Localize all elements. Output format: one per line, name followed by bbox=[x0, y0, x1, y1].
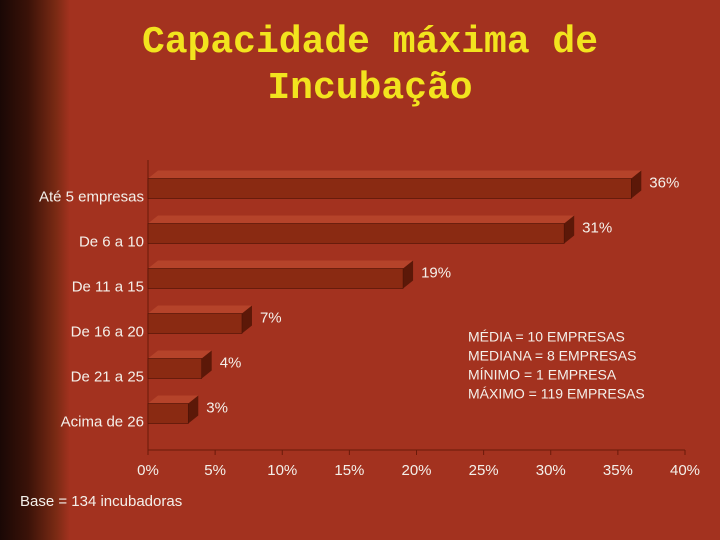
bar bbox=[147, 223, 565, 244]
bar-top bbox=[148, 350, 212, 359]
x-tick-label: 25% bbox=[469, 462, 499, 479]
bar-top bbox=[148, 170, 642, 179]
data-label: 19% bbox=[421, 264, 451, 281]
chart-title: Capacidade máxima de Incubação bbox=[141, 21, 599, 110]
bar-side bbox=[188, 395, 199, 424]
annotation: MÉDIA = 10 EMPRESAS bbox=[468, 329, 625, 345]
bar bbox=[147, 268, 404, 289]
bar bbox=[147, 313, 243, 334]
data-label: 31% bbox=[582, 219, 612, 236]
y-tick-label: De 21 a 25 bbox=[71, 368, 144, 385]
y-tick-label: Até 5 empresas bbox=[39, 188, 144, 205]
bar-top bbox=[148, 215, 575, 224]
bar-side bbox=[564, 215, 575, 244]
x-tick-label: 15% bbox=[334, 462, 364, 479]
y-tick-label: Acima de 26 bbox=[61, 413, 144, 430]
x-tick-label: 0% bbox=[137, 462, 159, 479]
bar-top bbox=[148, 395, 199, 404]
bar-top bbox=[148, 305, 252, 314]
annotation: MEDIANA = 8 EMPRESAS bbox=[468, 348, 636, 364]
x-tick-label: 35% bbox=[603, 462, 633, 479]
footnote: Base = 134 incubadoras bbox=[20, 493, 182, 510]
x-tick-label: 10% bbox=[267, 462, 297, 479]
y-tick-label: De 16 a 20 bbox=[71, 323, 144, 340]
bar-side bbox=[631, 170, 642, 199]
data-label: 4% bbox=[220, 354, 242, 371]
bar bbox=[147, 403, 189, 424]
annotation: MÁXIMO = 119 EMPRESAS bbox=[468, 386, 645, 402]
bar-side bbox=[241, 305, 252, 334]
x-tick-label: 30% bbox=[536, 462, 566, 479]
bar-top bbox=[148, 260, 414, 269]
y-tick-label: De 6 a 10 bbox=[79, 233, 144, 250]
data-label: 36% bbox=[649, 174, 679, 191]
data-label: 7% bbox=[260, 309, 282, 326]
background-image bbox=[0, 0, 70, 540]
bar-side bbox=[403, 260, 414, 289]
annotation: MÍNIMO = 1 EMPRESA bbox=[468, 367, 617, 383]
x-tick-label: 20% bbox=[401, 462, 431, 479]
data-label: 3% bbox=[206, 399, 228, 416]
bar bbox=[147, 178, 632, 199]
x-tick-label: 40% bbox=[670, 462, 700, 479]
x-tick-label: 5% bbox=[204, 462, 226, 479]
y-tick-label: De 11 a 15 bbox=[72, 278, 144, 295]
bar-side bbox=[201, 350, 212, 379]
bar bbox=[147, 358, 203, 379]
